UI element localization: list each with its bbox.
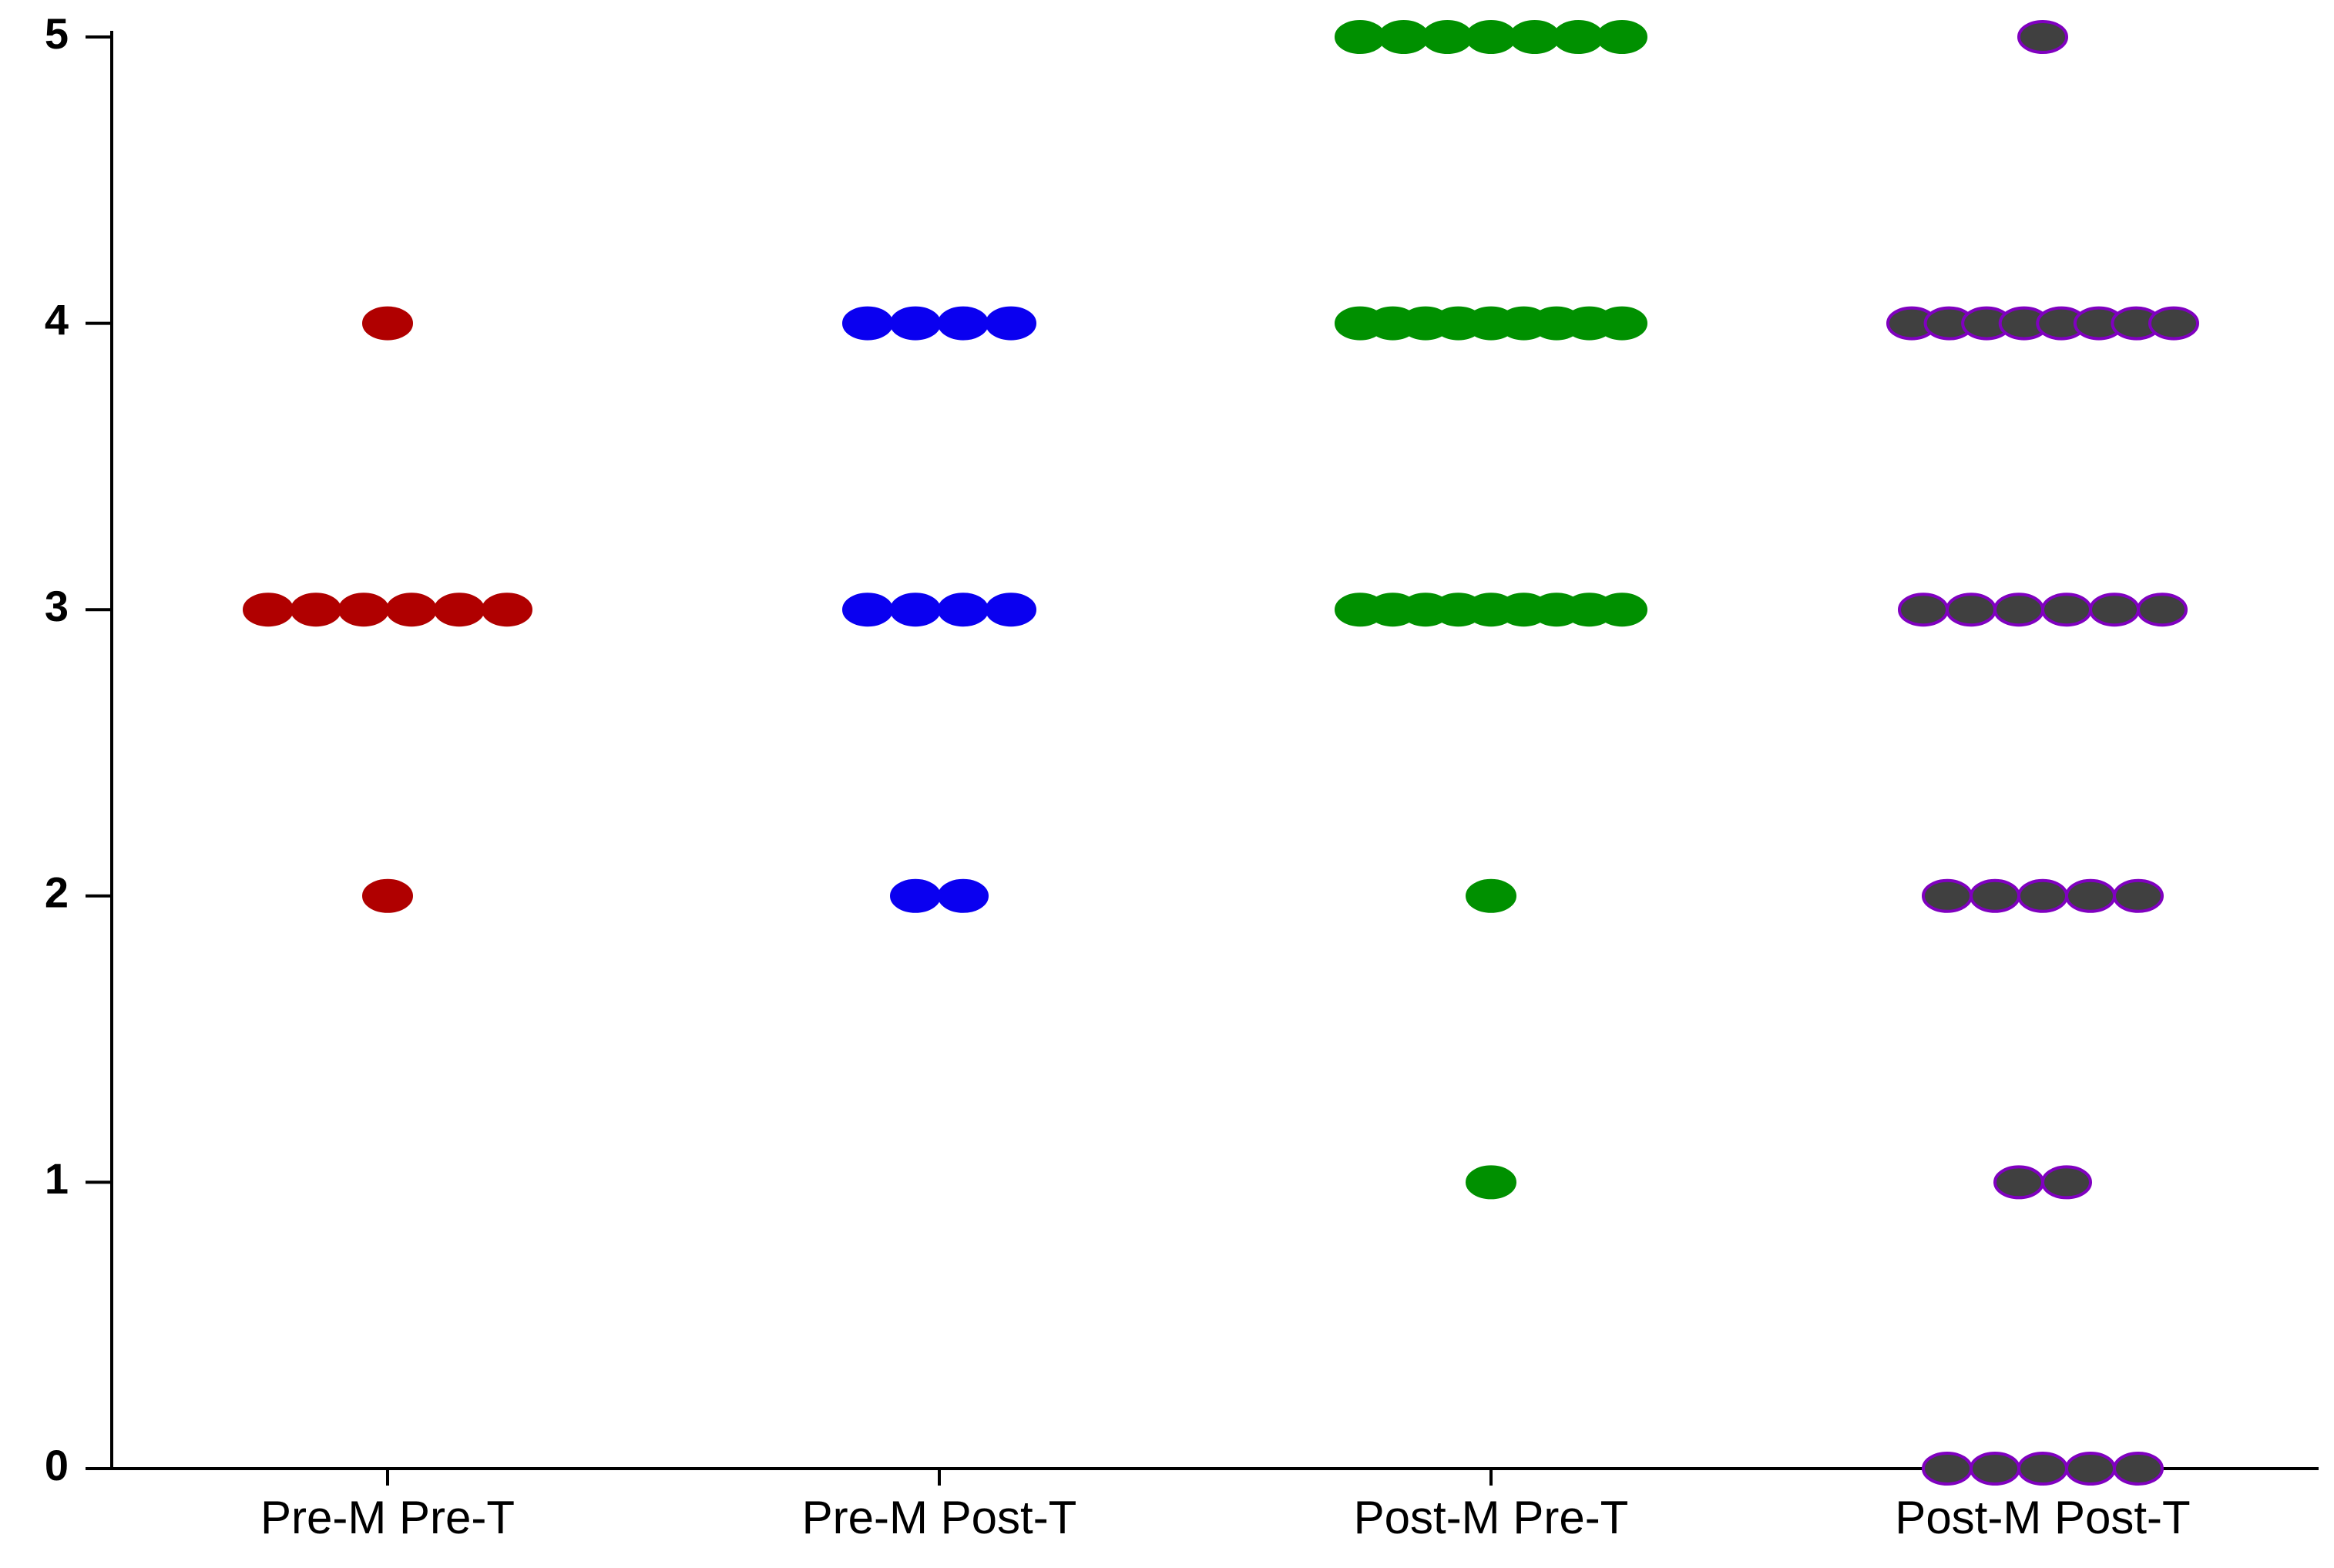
data-point: [1970, 1452, 2020, 1486]
data-point: [290, 593, 341, 627]
x-tick-label: Pre-M Pre-T: [260, 1492, 515, 1543]
data-point: [938, 878, 989, 913]
data-point: [1898, 593, 1949, 627]
data-point: [1466, 1165, 1516, 1200]
x-tick-label: Post-M Post-T: [1895, 1492, 2190, 1543]
y-tick-label: 2: [45, 868, 69, 917]
data-point: [434, 593, 485, 627]
x-tick-label: Post-M Pre-T: [1354, 1492, 1629, 1543]
data-point: [2065, 1452, 2116, 1486]
data-point: [1597, 593, 1647, 627]
data-point: [986, 306, 1036, 341]
data-point: [1993, 593, 2044, 627]
data-point: [890, 593, 941, 627]
data-point: [243, 593, 294, 627]
data-point: [386, 593, 437, 627]
data-point: [938, 306, 989, 341]
data-point: [1993, 1165, 2044, 1200]
y-tick-label: 4: [45, 295, 69, 344]
data-point: [1509, 20, 1560, 54]
data-point: [890, 306, 941, 341]
data-point: [1466, 878, 1516, 913]
y-tick-label: 5: [45, 9, 69, 58]
data-point: [1422, 20, 1473, 54]
data-point: [1597, 20, 1647, 54]
data-point: [938, 593, 989, 627]
data-point: [890, 878, 941, 913]
data-point: [1378, 20, 1429, 54]
y-tick-label: 0: [45, 1441, 69, 1489]
data-point: [362, 878, 413, 913]
data-point: [1922, 878, 1973, 913]
data-point: [842, 306, 893, 341]
data-point: [1466, 20, 1516, 54]
data-point: [1335, 20, 1385, 54]
data-point: [2017, 878, 2068, 913]
data-point: [362, 306, 413, 341]
data-point: [1922, 1452, 1973, 1486]
data-point: [842, 593, 893, 627]
data-point: [1946, 593, 1996, 627]
data-point: [2089, 593, 2140, 627]
data-point: [1970, 878, 2020, 913]
data-point: [1553, 20, 1604, 54]
data-point: [2148, 306, 2199, 341]
y-tick-label: 1: [45, 1154, 69, 1203]
data-point: [338, 593, 389, 627]
data-point: [2137, 593, 2188, 627]
x-tick-label: Pre-M Post-T: [802, 1492, 1077, 1543]
data-point: [1597, 306, 1647, 341]
data-point: [2113, 1452, 2164, 1486]
data-point: [986, 593, 1036, 627]
data-point: [2041, 593, 2092, 627]
data-point: [2017, 1452, 2068, 1486]
data-point: [2017, 20, 2068, 54]
data-point: [482, 593, 532, 627]
data-point: [2041, 1165, 2092, 1200]
data-point: [2113, 878, 2164, 913]
y-tick-label: 3: [45, 582, 69, 630]
data-point: [2065, 878, 2116, 913]
